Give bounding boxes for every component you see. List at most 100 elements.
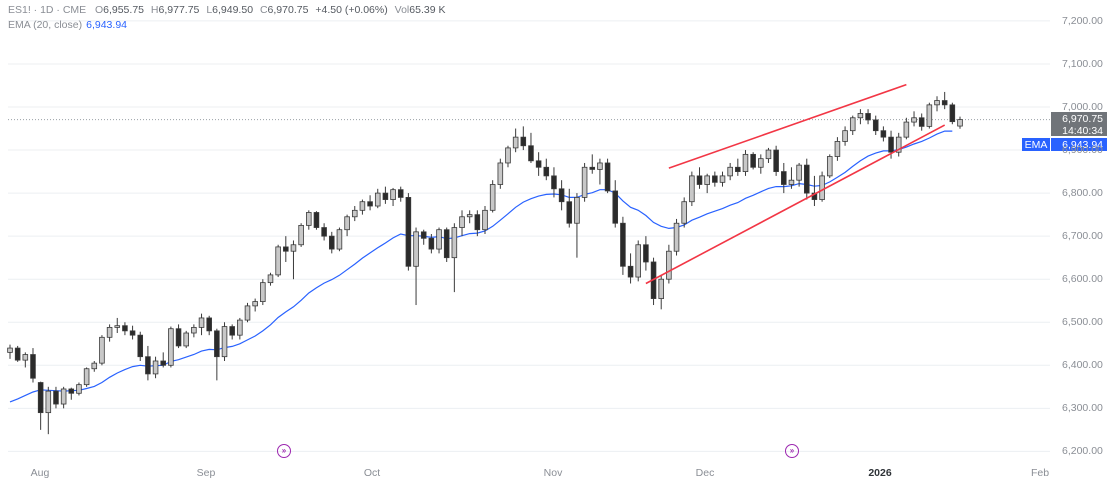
candle — [727, 162, 733, 181]
candle — [834, 137, 841, 161]
candle-body — [252, 301, 258, 307]
candle-body — [275, 246, 281, 276]
time-tick-label: Nov — [543, 467, 563, 479]
candle — [849, 115, 856, 135]
candle-body — [466, 214, 473, 218]
candle-body — [558, 188, 565, 203]
candle-body — [390, 189, 396, 200]
candle-body — [581, 166, 588, 198]
candle-body — [666, 250, 672, 280]
candle-body — [505, 147, 511, 164]
candle-body — [298, 224, 304, 246]
candle — [528, 132, 534, 163]
candle — [765, 147, 772, 163]
candle-body — [742, 153, 749, 172]
ema-legend-row: EMA (20, close) 6,943.94 — [8, 18, 449, 33]
candle — [306, 210, 312, 230]
candle-body — [7, 347, 13, 353]
candles — [7, 91, 963, 435]
candle-body — [367, 201, 373, 207]
time-tick-label: Sep — [196, 467, 216, 479]
candle-body — [895, 136, 902, 153]
candle-body — [328, 235, 335, 250]
last-price-value: 6,970.75 — [1062, 113, 1103, 125]
candle — [788, 167, 795, 189]
candle — [941, 91, 948, 110]
candle — [160, 352, 167, 368]
candle — [681, 197, 687, 228]
candle — [359, 199, 366, 215]
candle — [781, 162, 787, 194]
candle — [712, 171, 718, 187]
event-icon[interactable]: » — [277, 444, 291, 458]
candle — [696, 167, 703, 189]
candle-body — [191, 327, 197, 334]
candle-body — [574, 197, 580, 224]
candle — [926, 102, 933, 129]
close-label: C — [259, 4, 268, 16]
candle — [857, 109, 864, 125]
candle — [735, 158, 741, 176]
price-tick-label: 6,300.00 — [1062, 402, 1103, 415]
candle-body — [313, 212, 320, 228]
price-tick-label: 6,200.00 — [1062, 445, 1103, 458]
candle-body — [267, 274, 274, 284]
candle-body — [359, 201, 366, 211]
candle — [344, 214, 350, 237]
candle-body — [76, 384, 82, 394]
candle — [76, 382, 82, 396]
candle — [237, 317, 243, 340]
candle — [122, 322, 128, 336]
candle — [505, 145, 511, 168]
candle-body — [482, 209, 488, 231]
candle-body — [413, 231, 419, 267]
high-label: H — [150, 4, 159, 16]
candle — [482, 206, 488, 234]
candle — [60, 386, 67, 409]
candle — [865, 109, 871, 125]
candle-body — [551, 175, 557, 190]
candle — [428, 234, 435, 254]
candle-body — [22, 354, 29, 361]
candle — [137, 331, 144, 361]
candle-body — [336, 229, 343, 250]
candle — [336, 227, 343, 252]
candle — [413, 227, 419, 306]
candle — [620, 216, 626, 275]
candle-body — [589, 166, 596, 170]
candle-body — [758, 158, 764, 168]
candle — [45, 386, 52, 435]
candle — [903, 117, 910, 140]
candle — [229, 324, 235, 340]
candle-body — [459, 216, 465, 228]
candle-body — [37, 382, 44, 414]
candle — [53, 386, 59, 409]
time-tick-label: Oct — [363, 467, 381, 479]
candle — [589, 154, 596, 174]
candle-body — [934, 100, 940, 106]
candle-body — [857, 113, 864, 119]
price-tick-label: 7,200.00 — [1062, 14, 1103, 27]
candle-body — [160, 360, 167, 366]
candle-body — [137, 334, 144, 358]
ema-legend-value: 6,943.94 — [86, 19, 127, 31]
chart-legend: ES1! · 1D · CME O6,955.75 H6,977.75 L6,9… — [8, 3, 449, 33]
candle-body — [351, 209, 358, 218]
candle-body — [773, 149, 779, 172]
candle — [30, 348, 36, 383]
candle-body — [949, 104, 956, 123]
candle-body — [689, 175, 695, 203]
candle — [880, 126, 887, 142]
candle — [106, 324, 113, 342]
ema-tag-label[interactable]: EMA — [1022, 138, 1050, 151]
candle — [175, 324, 182, 349]
candle — [949, 102, 956, 125]
candle — [7, 344, 13, 359]
candle — [367, 195, 373, 211]
candle-body — [290, 244, 297, 252]
candle-body — [673, 222, 680, 252]
event-icon[interactable]: » — [785, 444, 799, 458]
price-tick-label: 7,100.00 — [1062, 57, 1103, 70]
candle — [819, 171, 825, 202]
